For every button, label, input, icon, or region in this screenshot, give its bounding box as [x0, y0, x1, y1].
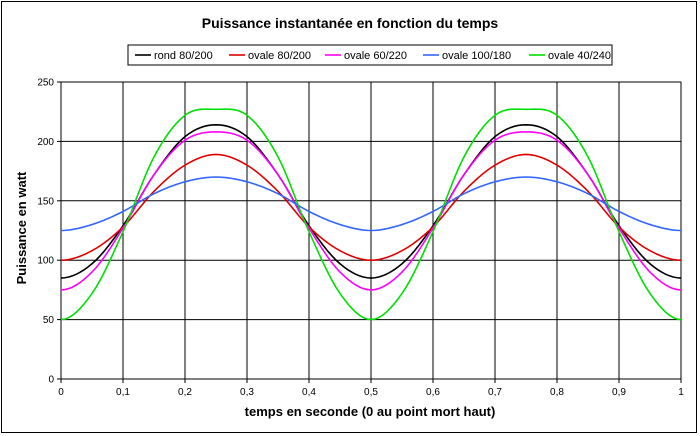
y-tick-label: 250	[37, 78, 54, 89]
x-tick-label: 0,3	[240, 387, 254, 398]
legend-label: ovale 100/180	[442, 50, 511, 62]
legend-label: ovale 80/200	[248, 50, 311, 62]
x-tick-label: 0,6	[426, 387, 440, 398]
series-line-3	[60, 131, 682, 291]
x-tick-label: 0,9	[612, 387, 626, 398]
y-axis-label: Puissance en watt	[14, 171, 29, 284]
x-tick-label: 1	[678, 387, 684, 398]
y-tick-label: 200	[37, 137, 54, 148]
x-tick-label: 0,5	[364, 387, 378, 398]
legend-label: ovale 60/220	[344, 50, 407, 62]
legend-box	[127, 44, 613, 66]
series-line-5	[60, 108, 682, 321]
legend-label: rond 80/200	[154, 50, 213, 62]
x-tick-label: 0,1	[116, 387, 130, 398]
y-tick-label: 150	[37, 196, 54, 207]
x-axis-label: temps en seconde (0 au point mort haut)	[245, 404, 496, 419]
series-line-4	[60, 176, 682, 232]
legend: rond 80/200 ovale 80/200 ovale 60/220 ovale…	[127, 44, 613, 66]
y-axis-ticks: 0 50 100 150 200 250	[37, 78, 61, 386]
legend-label: ovale 40/240	[548, 50, 611, 62]
series-line-2	[60, 153, 682, 262]
y-tick-label: 50	[43, 315, 55, 326]
y-tick-label: 0	[48, 375, 54, 386]
x-tick-label: 0,2	[178, 387, 192, 398]
y-tick-label: 100	[37, 256, 54, 267]
chart-title: Puissance instantanée en fonction du tem…	[202, 15, 499, 31]
x-tick-label: 0,4	[302, 387, 316, 398]
x-tick-label: 0,8	[550, 387, 564, 398]
x-axis-ticks: 0 0,1 0,2 0,3 0,4 0,5 0,6 0,7 0,8 0,9 1	[58, 379, 684, 398]
x-tick-label: 0	[58, 387, 64, 398]
x-tick-label: 0,7	[488, 387, 502, 398]
series-layer	[60, 108, 682, 321]
